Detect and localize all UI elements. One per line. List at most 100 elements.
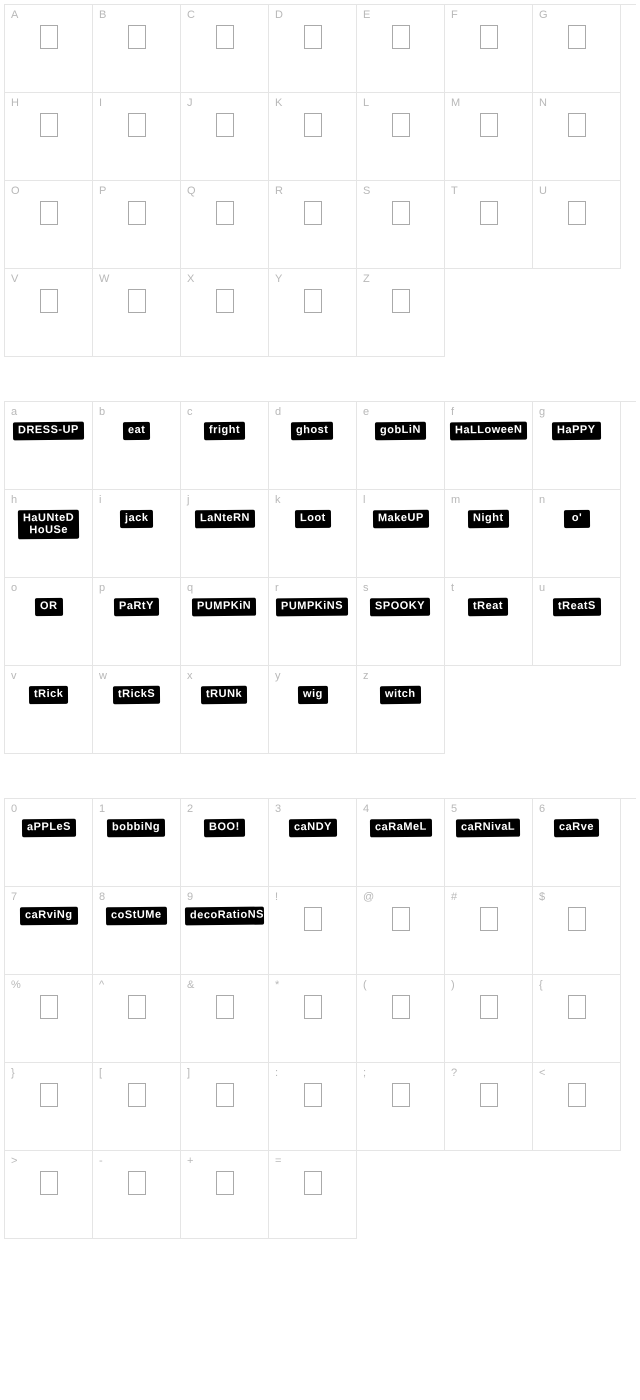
empty-glyph-icon xyxy=(40,113,58,137)
cell-label: b xyxy=(99,406,105,418)
cell-label: W xyxy=(99,273,109,285)
cell-label: H xyxy=(11,97,19,109)
cell-label: J xyxy=(187,97,193,109)
glyph-area xyxy=(533,113,620,137)
empty-glyph-icon xyxy=(40,289,58,313)
cell-label: ? xyxy=(451,1067,457,1079)
glyph-cell: zwitch xyxy=(357,666,445,754)
glyph-cell: F xyxy=(445,5,533,93)
glyph-word-badge: HaUNteD HoUSe xyxy=(18,510,79,540)
glyph-cell: G xyxy=(533,5,621,93)
cell-label: G xyxy=(539,9,548,21)
glyph-area xyxy=(533,201,620,225)
glyph-word-badge: caRaMeL xyxy=(370,819,432,837)
glyph-cell: 4caRaMeL xyxy=(357,799,445,887)
glyph-area xyxy=(357,289,444,313)
empty-glyph-icon xyxy=(480,995,498,1019)
glyph-cell: H xyxy=(5,93,93,181)
glyph-area: caNDY xyxy=(269,819,356,837)
empty-glyph-icon xyxy=(40,1171,58,1195)
empty-glyph-icon xyxy=(392,1083,410,1107)
glyph-area: DRESS-UP xyxy=(5,422,92,440)
cell-label: ^ xyxy=(99,979,104,991)
glyph-cell: U xyxy=(533,181,621,269)
glyph-word-badge: PUMPKiNS xyxy=(276,598,348,616)
glyph-area: tReatS xyxy=(533,598,620,616)
cell-label: 1 xyxy=(99,803,105,815)
glyph-cell: qPUMPKiN xyxy=(181,578,269,666)
cell-label: D xyxy=(275,9,283,21)
glyph-cell: Z xyxy=(357,269,445,357)
empty-glyph-icon xyxy=(128,201,146,225)
glyph-area: o' xyxy=(533,510,620,528)
empty-glyph-icon xyxy=(304,25,322,49)
glyph-area xyxy=(357,25,444,49)
glyph-area xyxy=(445,201,532,225)
glyph-area xyxy=(357,1083,444,1107)
cell-label: + xyxy=(187,1155,193,1167)
glyph-cell: xtRUNk xyxy=(181,666,269,754)
cell-label: ; xyxy=(363,1067,366,1079)
cell-label: p xyxy=(99,582,105,594)
cell-label: # xyxy=(451,891,457,903)
empty-glyph-icon xyxy=(304,289,322,313)
cell-label: > xyxy=(11,1155,17,1167)
glyph-word-badge: tReat xyxy=(468,598,508,616)
glyph-cell: ? xyxy=(445,1063,533,1151)
cell-label: I xyxy=(99,97,102,109)
cell-label: K xyxy=(275,97,282,109)
glyph-area xyxy=(181,1171,268,1195)
glyph-cell: egobLiN xyxy=(357,402,445,490)
glyph-area xyxy=(93,201,180,225)
cell-label: B xyxy=(99,9,106,21)
cell-label: h xyxy=(11,494,17,506)
glyph-area xyxy=(269,113,356,137)
glyph-area xyxy=(93,289,180,313)
cell-label: < xyxy=(539,1067,545,1079)
glyph-cell: T xyxy=(445,181,533,269)
glyph-area xyxy=(5,1171,92,1195)
glyph-area xyxy=(269,289,356,313)
glyph-cell: B xyxy=(93,5,181,93)
glyph-area xyxy=(181,1083,268,1107)
empty-glyph-icon xyxy=(480,1083,498,1107)
glyph-cell: { xyxy=(533,975,621,1063)
empty-glyph-icon xyxy=(40,995,58,1019)
glyph-area: fright xyxy=(181,422,268,440)
empty-glyph-icon xyxy=(128,1171,146,1195)
glyph-cell: V xyxy=(5,269,93,357)
cell-label: N xyxy=(539,97,547,109)
glyph-word-badge: tRick xyxy=(29,686,69,704)
glyph-area xyxy=(533,25,620,49)
empty-glyph-icon xyxy=(304,995,322,1019)
empty-glyph-icon xyxy=(392,289,410,313)
glyph-area xyxy=(93,25,180,49)
empty-glyph-icon xyxy=(568,25,586,49)
cell-label: O xyxy=(11,185,20,197)
empty-glyph-icon xyxy=(304,201,322,225)
empty-glyph-icon xyxy=(216,201,234,225)
empty-glyph-icon xyxy=(216,995,234,1019)
cell-label: @ xyxy=(363,891,374,903)
glyph-cell: C xyxy=(181,5,269,93)
empty-glyph-icon xyxy=(568,113,586,137)
cell-label: n xyxy=(539,494,545,506)
glyph-area: Loot xyxy=(269,510,356,528)
cell-label: 5 xyxy=(451,803,457,815)
cell-label: % xyxy=(11,979,21,991)
glyph-area xyxy=(93,1171,180,1195)
cell-label: U xyxy=(539,185,547,197)
cell-label: * xyxy=(275,979,279,991)
glyph-area xyxy=(357,201,444,225)
glyph-cell: 9decoRatioNS xyxy=(181,887,269,975)
cell-label: y xyxy=(275,670,281,682)
glyph-cell: O xyxy=(5,181,93,269)
cell-label: C xyxy=(187,9,195,21)
glyph-cell: P xyxy=(93,181,181,269)
cell-label: $ xyxy=(539,891,545,903)
glyph-word-badge: LaNteRN xyxy=(194,510,254,528)
glyph-area: HaLLoweeN xyxy=(445,422,532,440)
glyph-area xyxy=(533,995,620,1019)
cell-label: 6 xyxy=(539,803,545,815)
cell-label: c xyxy=(187,406,193,418)
